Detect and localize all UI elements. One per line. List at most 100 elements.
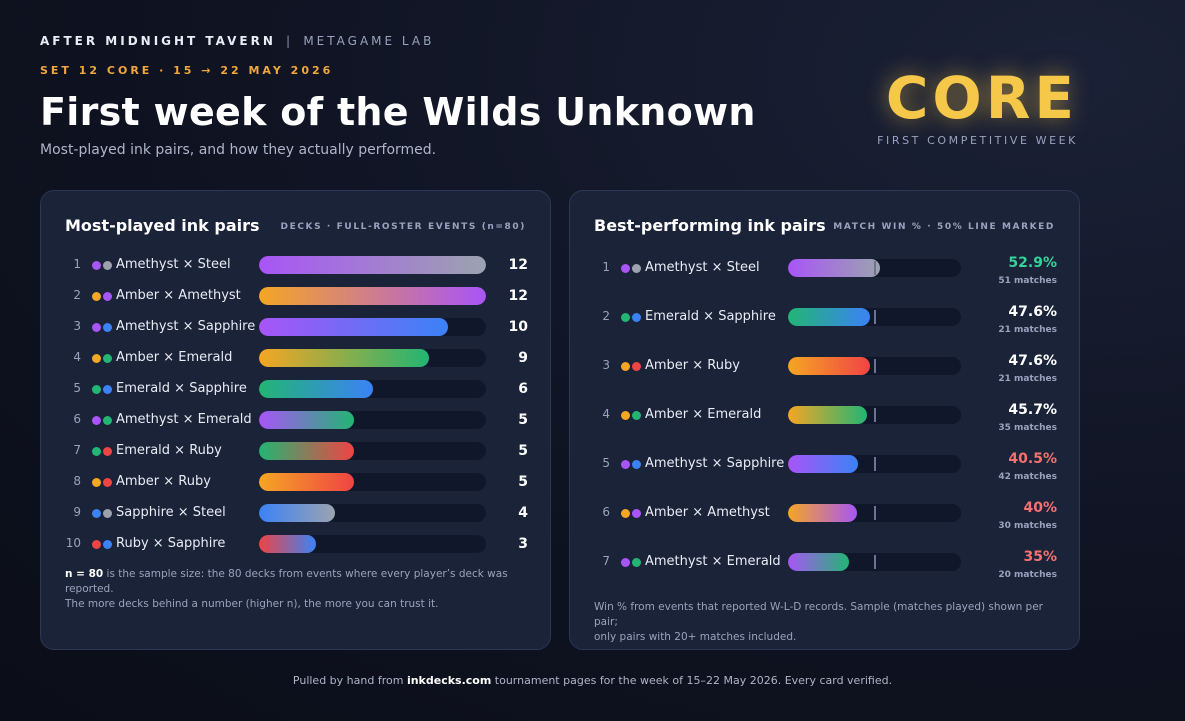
steel-ink-dot	[632, 264, 641, 273]
bar-row: 3 Amethyst × Sapphire 10	[65, 317, 528, 337]
bar-track	[259, 535, 486, 553]
bar-row: 7 Emerald × Ruby 5	[65, 441, 528, 461]
bar	[259, 349, 430, 367]
pair-label: Amber × Emerald	[116, 350, 233, 365]
amethyst-ink-dot	[621, 558, 630, 567]
emerald-ink-dot	[92, 447, 101, 456]
header: AFTER MIDNIGHT TAVERN | METAGAME LAB SET 1…	[40, 34, 1140, 158]
bar-track	[259, 287, 486, 305]
core-badge: CORE FIRST COMPETITIVE WEEK	[877, 66, 1078, 147]
pair-label: Amethyst × Steel	[116, 257, 231, 272]
bar-row: 10 Ruby × Sapphire 3	[65, 534, 528, 554]
bar-track	[788, 455, 961, 473]
fifty-percent-line	[873, 359, 876, 373]
emerald-ink-dot	[632, 411, 641, 420]
bar	[788, 308, 871, 326]
ruby-ink-dot	[92, 540, 101, 549]
amber-ink-dot	[621, 362, 630, 371]
amethyst-ink-dot	[92, 323, 101, 332]
win-rate-label: 52.9%	[1008, 255, 1057, 271]
note-sample-text: is the sample size: the 80 decks from ev…	[65, 568, 508, 595]
bar-track	[259, 504, 486, 522]
fifty-percent-line	[873, 261, 876, 275]
amber-ink-dot	[621, 411, 630, 420]
sapphire-ink-dot	[92, 509, 101, 518]
most-played-caption: DECKS · FULL-ROSTER EVENTS (n=80)	[280, 222, 526, 232]
bar	[259, 411, 354, 429]
bar	[259, 473, 354, 491]
bar-value-label: 9	[518, 350, 528, 366]
footer-site-link[interactable]: inkdecks.com	[406, 674, 492, 687]
matches-label: 20 matches	[998, 570, 1057, 580]
bar-row: 6 Amber × Amethyst 40% 30 matches	[594, 500, 1057, 536]
note-threshold-text: only pairs with 20+ matches included.	[594, 631, 797, 643]
bar-row: 1 Amethyst × Steel 52.9% 51 matches	[594, 255, 1057, 291]
matches-label: 30 matches	[998, 521, 1057, 531]
rank-label: 10	[65, 536, 81, 550]
fifty-percent-line	[873, 555, 876, 569]
bar-row: 2 Amber × Amethyst 12	[65, 286, 528, 306]
bar	[788, 504, 858, 522]
amber-ink-dot	[621, 509, 630, 518]
bar-value-label: 5	[518, 443, 528, 459]
pair-label: Emerald × Sapphire	[645, 309, 776, 324]
bar	[259, 256, 486, 274]
bar-row: 5 Amethyst × Sapphire 40.5% 42 matches	[594, 451, 1057, 487]
rank-label: 5	[602, 456, 610, 470]
note-trust-text: The more decks behind a number (higher n…	[65, 598, 439, 610]
pair-label: Amethyst × Emerald	[645, 554, 781, 569]
bar-value-label: 5	[518, 474, 528, 490]
amethyst-ink-dot	[92, 261, 101, 270]
amber-ink-dot	[92, 354, 101, 363]
bar-track	[788, 406, 961, 424]
bar-track	[259, 349, 486, 367]
bar-value-label: 4	[518, 505, 528, 521]
bar-value-label: 6	[518, 381, 528, 397]
rank-label: 4	[602, 407, 610, 421]
rank-label: 2	[73, 288, 81, 302]
fifty-percent-line	[873, 408, 876, 422]
set-line: SET 12 CORE · 15 → 22 MAY 2026	[40, 64, 334, 77]
bar	[259, 535, 316, 553]
fifty-percent-line	[873, 457, 876, 471]
most-played-note: n = 80 is the sample size: the 80 decks …	[65, 567, 535, 612]
steel-ink-dot	[103, 509, 112, 518]
emerald-ink-dot	[92, 385, 101, 394]
sapphire-ink-dot	[103, 385, 112, 394]
pair-label: Amber × Ruby	[645, 358, 740, 373]
brand-line: AFTER MIDNIGHT TAVERN | METAGAME LAB	[40, 34, 1140, 52]
bar-row: 6 Amethyst × Emerald 5	[65, 410, 528, 430]
win-rate-label: 47.6%	[1008, 353, 1057, 369]
pair-label: Amethyst × Emerald	[116, 412, 252, 427]
page-title: First week of the Wilds Unknown	[40, 90, 756, 134]
bar-row: 4 Amber × Emerald 45.7% 35 matches	[594, 402, 1057, 438]
rank-label: 5	[73, 381, 81, 395]
best-performing-panel: Best-performing ink pairs MATCH WIN % · …	[569, 190, 1080, 650]
matches-label: 42 matches	[998, 472, 1057, 482]
bar-row: 3 Amber × Ruby 47.6% 21 matches	[594, 353, 1057, 389]
win-rate-label: 40%	[1023, 500, 1057, 516]
bar-value-label: 12	[508, 257, 528, 273]
bar	[788, 406, 868, 424]
brand-name: AFTER MIDNIGHT TAVERN	[40, 34, 276, 48]
bar-track	[788, 504, 961, 522]
pair-label: Amber × Amethyst	[645, 505, 770, 520]
bar-track	[259, 318, 486, 336]
bar	[259, 442, 354, 460]
best-performing-caption: MATCH WIN % · 50% LINE MARKED	[833, 222, 1055, 232]
matches-label: 21 matches	[998, 325, 1057, 335]
pair-label: Ruby × Sapphire	[116, 536, 226, 551]
emerald-ink-dot	[632, 558, 641, 567]
matches-label: 51 matches	[998, 276, 1057, 286]
footer-pre: Pulled by hand from	[292, 674, 407, 687]
matches-label: 35 matches	[998, 423, 1057, 433]
bar	[788, 553, 849, 571]
bar-track	[259, 411, 486, 429]
bar-track	[788, 553, 961, 571]
rank-label: 6	[73, 412, 81, 426]
win-rate-label: 40.5%	[1008, 451, 1057, 467]
pair-label: Emerald × Ruby	[116, 443, 222, 458]
rank-label: 9	[73, 505, 81, 519]
page-subtitle: Most-played ink pairs, and how they actu…	[40, 142, 437, 158]
bar-track	[259, 473, 486, 491]
